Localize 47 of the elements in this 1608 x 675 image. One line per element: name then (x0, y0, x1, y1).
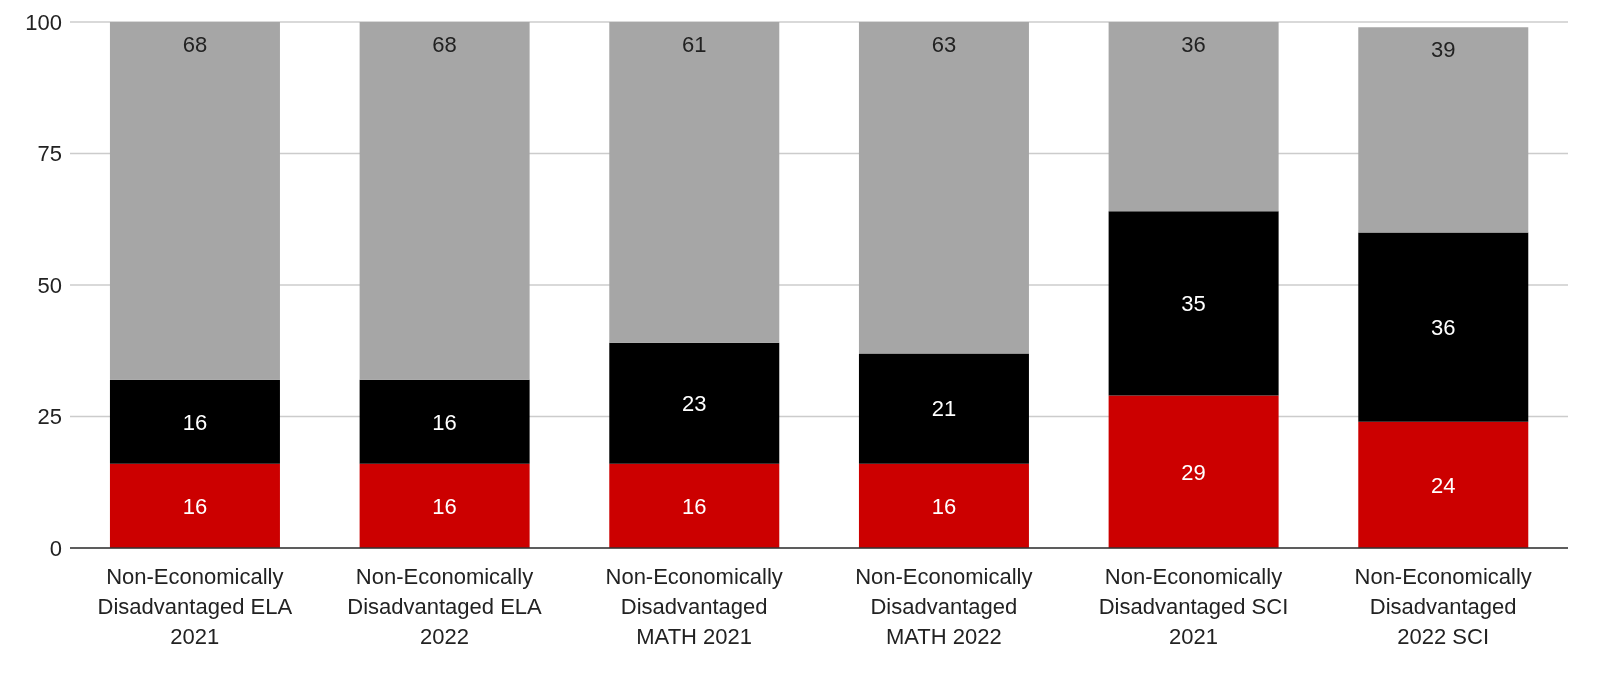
x-tick-label: Non-Economically Disadvantaged ELA 2021 (97, 564, 293, 649)
bar (109, 463, 280, 548)
data-label: 39 (1431, 36, 1456, 62)
data-label: 61 (682, 31, 707, 57)
bar (1358, 232, 1529, 422)
y-tick-label: 50 (37, 272, 62, 298)
y-tick-label: 100 (25, 9, 62, 35)
y-tick-label: 75 (37, 141, 62, 167)
bar (858, 463, 1029, 548)
data-label: 63 (931, 31, 957, 57)
y-tick-label: 25 (37, 404, 62, 430)
x-tick-label: Non-Economically Disadvantaged MATH 2022 (855, 564, 1033, 649)
data-label: 29 (1181, 459, 1206, 485)
data-label: 16 (931, 493, 957, 519)
bar (609, 463, 780, 548)
bar (359, 22, 530, 380)
y-tick-label: 0 (49, 535, 62, 561)
data-label: 23 (682, 391, 707, 417)
bar (1108, 395, 1279, 548)
data-label: 36 (1431, 314, 1456, 340)
data-label: 68 (432, 31, 457, 57)
data-label: 16 (432, 409, 457, 435)
bar (109, 379, 280, 464)
x-tick-label: Non-Economically Disadvantaged SCI 2021 (1098, 564, 1289, 649)
bar (109, 22, 280, 380)
bar (609, 342, 780, 464)
data-label: 24 (1431, 472, 1456, 498)
x-tick-label: Non-Economically Disadvantaged ELA 2022 (347, 564, 543, 649)
data-label: 35 (1181, 291, 1206, 317)
bar (1358, 421, 1529, 548)
data-label: 16 (182, 409, 208, 435)
bar (1108, 22, 1279, 212)
data-label: 21 (931, 396, 957, 422)
x-tick-label: Non-Economically Disadvantaged MATH 2021 (605, 564, 783, 649)
data-label: 36 (1181, 31, 1206, 57)
bar (609, 22, 780, 343)
x-tick-label: Non-Economically Disadvantaged 2022 SCI (1354, 564, 1532, 649)
data-label: 16 (182, 493, 208, 519)
bar (1358, 27, 1529, 233)
bar (359, 463, 530, 548)
bar (359, 379, 530, 464)
data-label: 68 (182, 31, 208, 57)
bar (1108, 211, 1279, 396)
data-label: 16 (682, 493, 707, 519)
bar (858, 22, 1029, 354)
data-label: 16 (432, 493, 457, 519)
bar (858, 353, 1029, 464)
